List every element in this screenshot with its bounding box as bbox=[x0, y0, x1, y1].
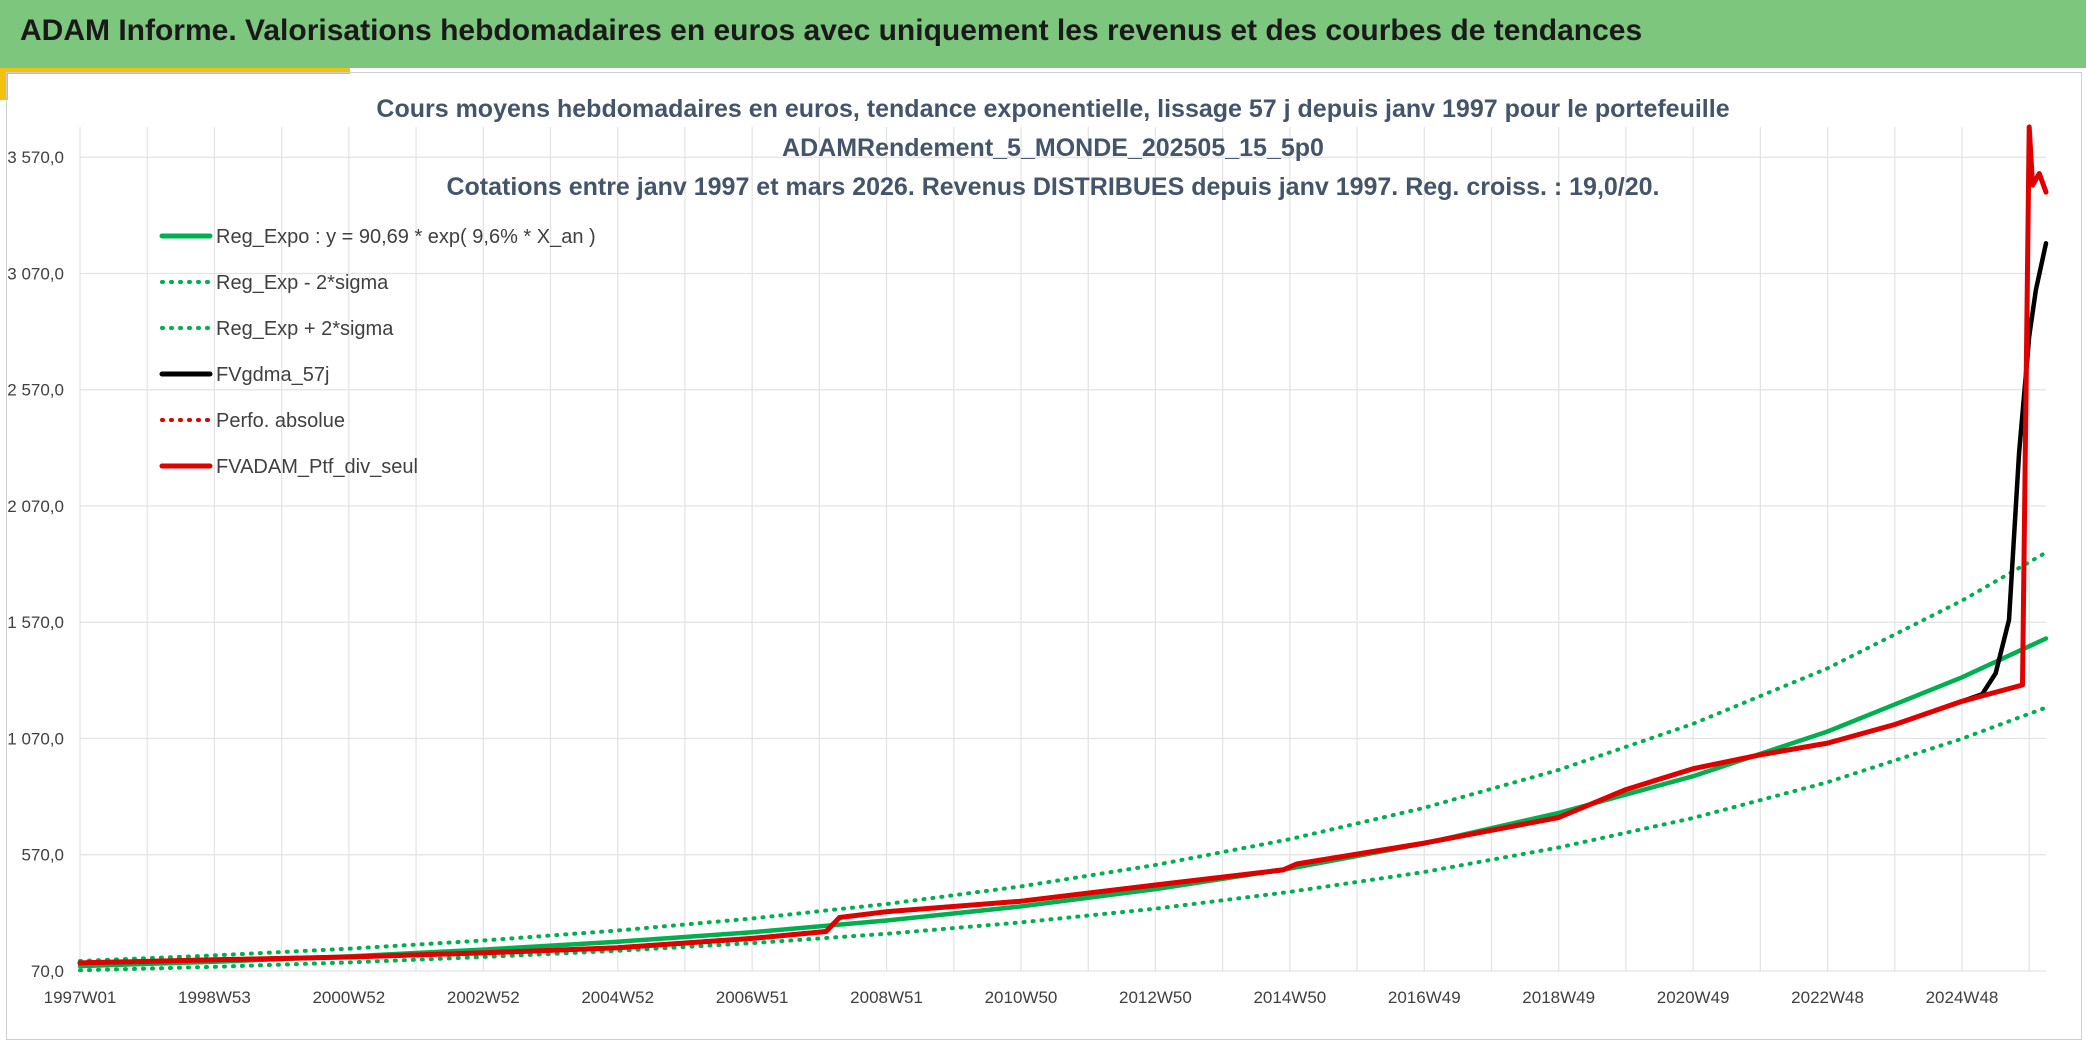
series-lines bbox=[77, 124, 2049, 973]
chart-title: Cours moyens hebdomadaires en euros, ten… bbox=[376, 95, 1729, 201]
y-tick-label: 3 570,0 bbox=[7, 148, 64, 167]
series-line-5 bbox=[77, 124, 2049, 966]
x-tick-label: 2018W49 bbox=[1522, 988, 1595, 1007]
series-line-1 bbox=[78, 705, 2048, 973]
series-line-4 bbox=[78, 125, 2048, 965]
legend-entry-label: Reg_Exp - 2*sigma bbox=[216, 272, 389, 294]
y-tick-label: 70,0 bbox=[31, 962, 64, 981]
legend-entry-label: Reg_Expo : y = 90,69 * exp( 9,6% * X_an … bbox=[216, 226, 596, 248]
y-tick-label: 1 070,0 bbox=[7, 729, 64, 748]
y-tick-label: 1 570,0 bbox=[7, 613, 64, 632]
accent-bar-horizontal bbox=[0, 68, 350, 74]
header-banner: ADAM Informe. Valorisations hebdomadaire… bbox=[0, 0, 2086, 68]
x-tick-label: 2000W52 bbox=[312, 988, 385, 1007]
legend-entry-label: Reg_Exp + 2*sigma bbox=[216, 318, 394, 340]
x-tick-label: 2020W49 bbox=[1657, 988, 1730, 1007]
x-tick-label: 2016W49 bbox=[1388, 988, 1461, 1007]
legend: Reg_Expo : y = 90,69 * exp( 9,6% * X_an … bbox=[159, 226, 596, 478]
legend-entry-label: Perfo. absolue bbox=[216, 410, 345, 432]
x-tick-label: 2010W50 bbox=[985, 988, 1058, 1007]
chart-title-line: Cotations entre janv 1997 et mars 2026. … bbox=[446, 173, 1659, 201]
axes: 70,0 570,0 1 070,0 1 570,0 2 070,0 2 570,0 3 0… bbox=[7, 148, 1998, 1007]
y-tick-label: 2 070,0 bbox=[7, 497, 64, 516]
y-tick-label: 2 570,0 bbox=[7, 381, 64, 400]
x-tick-label: 2004W52 bbox=[581, 988, 654, 1007]
legend-entry-label: FVADAM_Ptf_div_seul bbox=[216, 456, 418, 478]
grid bbox=[79, 127, 2046, 972]
x-tick-label: 2002W52 bbox=[447, 988, 520, 1007]
x-tick-label: 1998W53 bbox=[178, 988, 251, 1007]
page-title: ADAM Informe. Valorisations hebdomadaire… bbox=[20, 14, 1643, 47]
x-tick-label: 2014W50 bbox=[1253, 988, 1326, 1007]
x-tick-label: 2022W48 bbox=[1791, 988, 1864, 1007]
accent-bar-vertical bbox=[0, 68, 8, 100]
x-tick-label: 1997W01 bbox=[44, 988, 117, 1007]
chart-frame bbox=[6, 72, 2082, 1040]
x-tick-label: 2008W51 bbox=[850, 988, 923, 1007]
chart-title-line: ADAMRendement_5_MONDE_202505_15_5p0 bbox=[782, 134, 1324, 162]
chart-title-line: Cours moyens hebdomadaires en euros, ten… bbox=[376, 95, 1729, 123]
y-tick-label: 3 070,0 bbox=[7, 264, 64, 283]
x-tick-label: 2006W51 bbox=[716, 988, 789, 1007]
y-tick-label: 570,0 bbox=[21, 846, 64, 865]
legend-entry-label: FVgdma_57j bbox=[216, 364, 329, 386]
x-tick-label: 2024W48 bbox=[1926, 988, 1999, 1007]
series-line-2 bbox=[78, 550, 2048, 963]
x-tick-label: 2012W50 bbox=[1119, 988, 1192, 1007]
